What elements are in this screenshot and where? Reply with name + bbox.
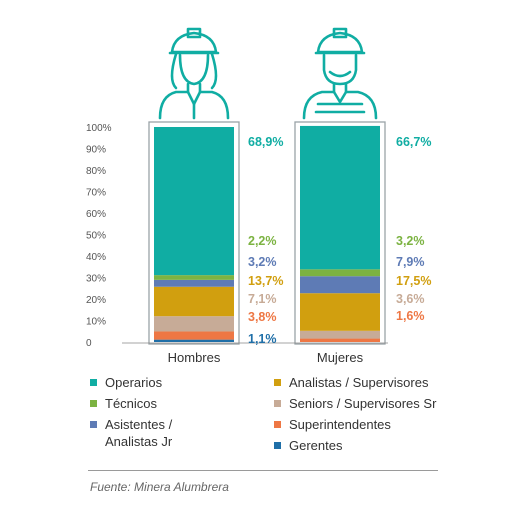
legend-item-tecnicos: Técnicos	[90, 395, 157, 412]
bar-segment-seniors-supervisores-sr-hombres	[154, 316, 234, 332]
y-tick-label: 10%	[86, 317, 106, 328]
legend-swatch	[274, 379, 281, 386]
data-label-superintendentes-mujeres: 1,6%	[396, 309, 425, 323]
data-label-gerentes-hombres: 1,1%	[248, 332, 277, 346]
y-tick-label: 90%	[86, 145, 106, 156]
bar-segment-operarios-hombres	[154, 127, 234, 276]
legend-item-analistas-supervisores: Analistas / Supervisores	[274, 374, 428, 391]
legend-swatch	[90, 400, 97, 407]
data-label-seniors-supervisores-sr-hombres: 7,1%	[248, 292, 277, 306]
y-tick-label: 20%	[86, 295, 106, 306]
data-label-operarios-mujeres: 66,7%	[396, 135, 431, 149]
data-label-analistas-supervisores-mujeres: 17,5%	[396, 274, 431, 288]
legend-item-gerentes: Gerentes	[274, 437, 342, 454]
bar-segment-analistas-supervisores-hombres	[154, 286, 234, 317]
legend-item-seniors-supervisores-sr: Seniors / Supervisores Sr	[274, 395, 436, 412]
legend-item-superintendentes: Superintendentes	[274, 416, 391, 433]
y-tick-label: 80%	[86, 166, 106, 177]
legend-label: Gerentes	[289, 438, 343, 453]
bar-segment-tecnicos-mujeres	[300, 269, 380, 277]
bar-segment-seniors-supervisores-sr-mujeres	[300, 330, 380, 339]
legend-label: Superintendentes	[289, 417, 391, 432]
mujeres-column-frame	[294, 121, 386, 345]
y-tick-label: 0	[86, 338, 92, 349]
legend-swatch	[274, 442, 281, 449]
data-label-superintendentes-hombres: 3,8%	[248, 310, 277, 324]
data-label-operarios-hombres: 68,9%	[248, 135, 283, 149]
data-label-asistentes-analistas-jr-hombres: 3,2%	[248, 255, 277, 269]
bar-segment-operarios-mujeres	[300, 125, 380, 270]
y-tick-label: 60%	[86, 209, 106, 220]
data-label-seniors-supervisores-sr-mujeres: 3,6%	[396, 292, 425, 306]
bar-segment-asistentes-analistas-jr-mujeres	[300, 276, 380, 294]
legend-swatch	[90, 421, 97, 428]
x-category-label: Hombres	[168, 350, 221, 365]
y-tick-label: 50%	[86, 231, 106, 242]
legend-label: Seniors / Supervisores Sr	[289, 396, 437, 411]
bar-segment-gerentes-hombres	[154, 339, 234, 342]
legend-item-asistentes-analistas-jr: Asistentes / Analistas Jr	[90, 416, 172, 450]
data-label-analistas-supervisores-hombres: 13,7%	[248, 274, 283, 288]
female-worker-icon	[158, 27, 230, 120]
source-note: Fuente: Minera Alumbrera	[90, 480, 229, 494]
male-worker-icon	[302, 27, 378, 120]
hombres-column-frame	[148, 121, 240, 345]
legend-label: Analistas / Supervisores	[289, 375, 429, 390]
bar-segment-analistas-supervisores-mujeres	[300, 293, 380, 331]
source-divider	[88, 470, 438, 471]
bar-segment-superintendentes-hombres	[154, 331, 234, 340]
bar-segment-superintendentes-mujeres	[300, 338, 380, 342]
y-tick-label: 100%	[86, 123, 112, 134]
legend-label: Asistentes /	[105, 417, 173, 432]
data-label-tecnicos-hombres: 2,2%	[248, 234, 277, 248]
y-tick-label: 30%	[86, 274, 106, 285]
bar-segment-tecnicos-hombres	[154, 275, 234, 280]
legend-swatch	[274, 400, 281, 407]
bar-segment-asistentes-analistas-jr-hombres	[154, 279, 234, 287]
data-label-asistentes-analistas-jr-mujeres: 7,9%	[396, 255, 425, 269]
y-tick-label: 40%	[86, 252, 106, 263]
legend-label-line2: Analistas Jr	[105, 434, 173, 449]
legend-item-operarios: Operarios	[90, 374, 162, 391]
y-tick-label: 70%	[86, 188, 106, 199]
legend-swatch	[90, 379, 97, 386]
stacked-bar-chart: 0 10% 20% 30% 40% 50% 60% 70% 80% 90% 100% 1,1% 3,8…	[86, 27, 431, 365]
data-label-tecnicos-mujeres: 3,2%	[396, 234, 425, 248]
legend-swatch	[274, 421, 281, 428]
legend-label: Técnicos	[105, 396, 158, 411]
x-category-label: Mujeres	[317, 350, 364, 365]
legend-label: Operarios	[105, 375, 163, 390]
